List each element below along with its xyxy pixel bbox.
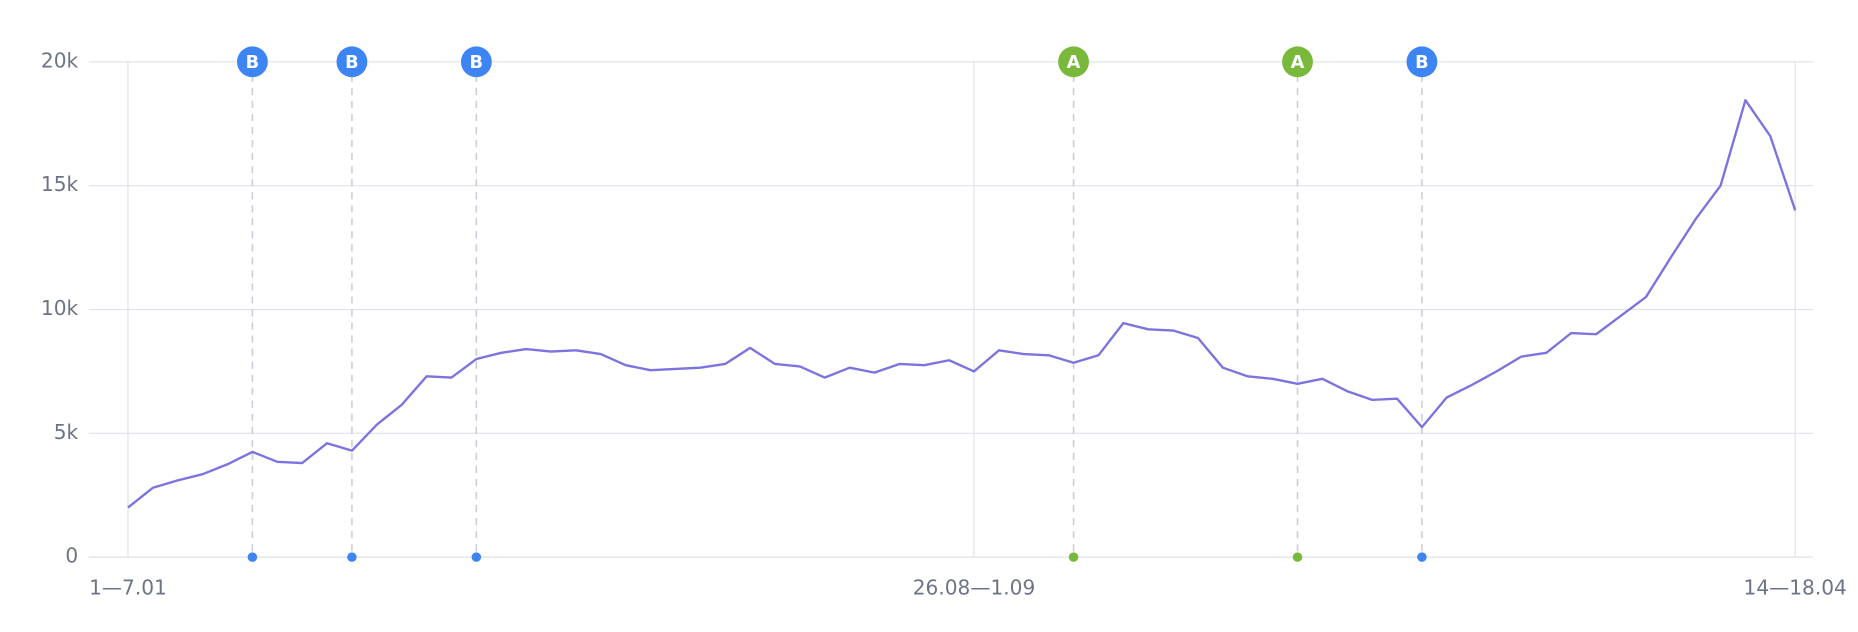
annotation-dot <box>247 552 258 562</box>
annotation-dot <box>471 552 482 562</box>
y-tick-label: 20k <box>41 48 79 72</box>
annotation-label: B <box>470 53 484 73</box>
annotation-badge <box>236 46 268 78</box>
annotation-label: B <box>246 53 260 73</box>
y-tick-label: 0 <box>65 544 78 568</box>
annotation-label: B <box>345 53 359 73</box>
annotation-dot <box>1417 552 1427 562</box>
x-tick-label: 14—18.04 <box>1744 576 1847 600</box>
x-tick-label: 1—7.01 <box>89 576 167 600</box>
annotation-dot <box>1292 552 1303 562</box>
annotation-dot <box>1068 552 1079 562</box>
annotation-badge <box>460 46 492 78</box>
line-series <box>127 99 1797 509</box>
annotation-badge <box>1282 46 1313 78</box>
y-tick-label: 15k <box>41 172 79 196</box>
y-tick-label: 10k <box>41 296 79 320</box>
y-tick-label: 5k <box>54 420 79 444</box>
annotation-badge <box>1058 46 1089 78</box>
annotation-label: B <box>1415 53 1429 73</box>
annotation-label: A <box>1291 53 1305 73</box>
x-tick-label: 26.08—1.09 <box>913 576 1036 600</box>
annotation-dot <box>347 552 357 562</box>
annotation-badge <box>1406 46 1438 78</box>
annotation-badge <box>336 46 368 78</box>
annotation-label: A <box>1067 53 1081 73</box>
